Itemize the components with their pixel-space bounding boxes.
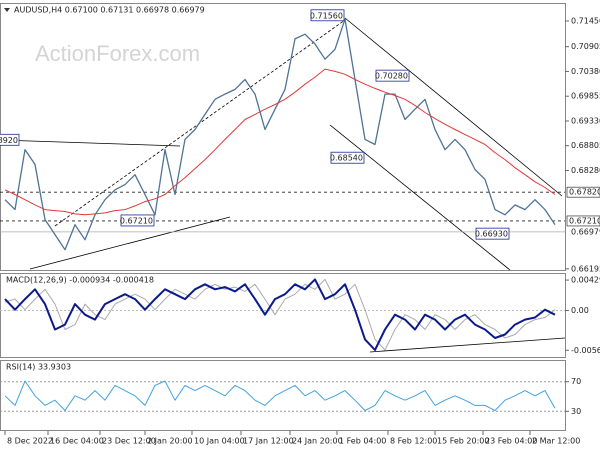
rsi-panel (0, 360, 566, 431)
level-box (566, 215, 600, 227)
x-tick-label: 8 Dec 2022 (7, 437, 53, 446)
x-tick-label: 15 Feb 20:00 (437, 437, 489, 446)
level-box (566, 186, 600, 198)
annotation-label: 0.71560 (310, 11, 343, 20)
annotation-box (120, 214, 155, 227)
annotation-box (375, 69, 410, 82)
x-tick-label: 10 Jan 04:00 (194, 437, 245, 446)
channel-line (344, 17, 563, 197)
x-tick-label: 24 Jan 20:00 (292, 437, 343, 446)
annotation-label: 0.66930 (475, 230, 508, 239)
y-tick-label: 30 (571, 407, 581, 416)
annotation-box (330, 151, 365, 164)
y-tick-label: 0.00 (571, 306, 589, 315)
macd-title: MACD(12,26,9) -0.000934 -0.000418 (6, 276, 154, 285)
watermark: ActionForex.com (35, 41, 200, 66)
annotation-label: 0.68540 (330, 154, 363, 163)
divergence-line (369, 337, 566, 353)
menu-triangle (4, 8, 10, 12)
x-tick-label: 23 Feb 04:00 (485, 437, 537, 446)
x-tick-label: 8 Feb 12:00 (390, 437, 437, 446)
annotation-label: 0.68920 (0, 136, 18, 145)
y-tick-label: 0.66195 (571, 264, 600, 273)
annotation-label: 0.67210 (120, 216, 153, 225)
macd-panel (0, 273, 566, 358)
chart-title: AUDUSD,H4 0.67100 0.67131 0.66978 0.6697… (14, 6, 205, 15)
current-price-label: 0.66979 (571, 227, 600, 236)
y-tick-label: 0.004299 (571, 276, 600, 285)
y-tick-label: 70 (571, 377, 581, 386)
x-tick-label: 17 Jan 12:00 (243, 437, 294, 446)
annotation-box (0, 133, 20, 146)
x-tick-label: 16 Dec 04:00 (50, 437, 104, 446)
y-tick-label: -0.005636 (571, 346, 600, 355)
series-line (4, 68, 556, 216)
rsi-title: RSI(14) 33.9303 (6, 363, 71, 372)
annotation-box (475, 227, 510, 240)
trend-line (29, 216, 231, 270)
x-tick-label: 23 Dec 12:00 (102, 437, 156, 446)
channel-line (329, 124, 511, 271)
series-line (4, 278, 556, 351)
level-label: 0.67210 (569, 216, 600, 225)
y-tick-label: 0.70905 (571, 42, 600, 51)
series-line (4, 18, 556, 251)
series-line (4, 380, 556, 411)
x-tick-label: 2 Jan 20:00 (147, 437, 193, 446)
annotation-label: 0.70280 (375, 72, 408, 81)
y-tick-label: 0.69855 (571, 92, 600, 101)
trend-line (0, 139, 181, 147)
x-tick-label: 1 Feb 04:00 (339, 437, 386, 446)
y-tick-label: 0.68805 (571, 141, 600, 150)
level-label: 0.67820 (569, 188, 600, 197)
annotation-box (310, 9, 345, 22)
x-tick-label: 2 Mar 12:00 (532, 437, 580, 446)
